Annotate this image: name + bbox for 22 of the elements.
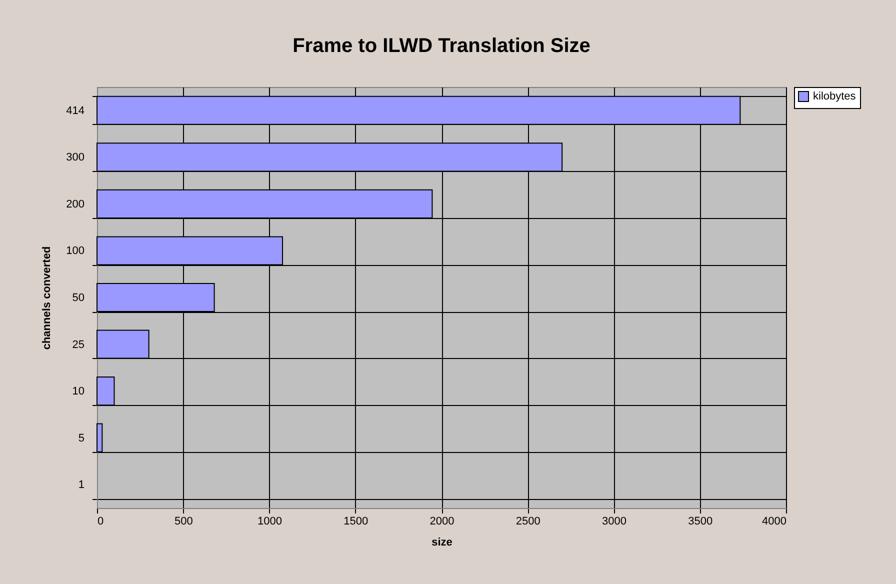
y-tick-label: 414 — [66, 104, 84, 117]
x-tick-label: 3500 — [688, 516, 713, 528]
x-tick-label: 0 — [98, 516, 104, 528]
legend-label: kilobytes — [813, 90, 856, 102]
y-tick-label: 25 — [72, 338, 84, 351]
y-tick-label: 100 — [66, 245, 84, 258]
x-tick-label: 2000 — [430, 516, 454, 528]
y-axis-title: channels converted — [41, 246, 54, 350]
x-axis-title: size — [432, 536, 452, 548]
x-tick-label: 1500 — [344, 516, 368, 528]
x-tick-label: 500 — [174, 516, 193, 528]
x-tick-label: 1000 — [258, 516, 282, 528]
y-tick-label: 5 — [78, 432, 84, 444]
y-tick-label: 10 — [72, 386, 84, 398]
x-tick-label: 2500 — [516, 516, 540, 528]
y-tick-label: 200 — [66, 198, 84, 210]
y-tick-label: 50 — [72, 292, 84, 304]
y-tick-label: 1 — [78, 479, 84, 492]
chart-title: Frame to ILWD Translation Size — [292, 35, 590, 57]
x-tick-label: 3000 — [602, 516, 626, 528]
x-tick-label: 4000 — [762, 516, 786, 528]
y-tick-label: 300 — [66, 152, 84, 164]
